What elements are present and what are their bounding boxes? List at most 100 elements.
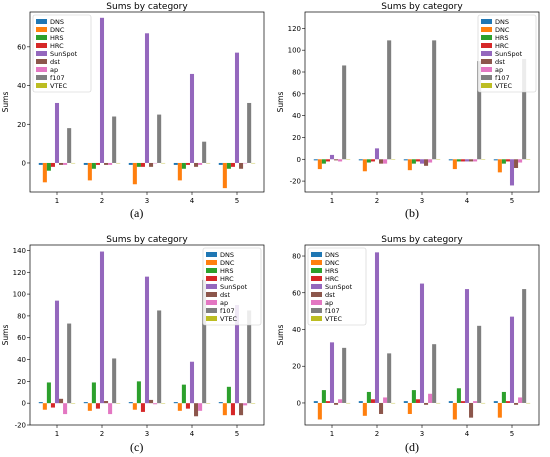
bar-HRS-3 <box>411 159 416 164</box>
bar-HRC-5 <box>505 401 510 403</box>
legend-swatch-HRS <box>311 268 322 273</box>
bar-DNC-4 <box>452 159 457 170</box>
bar-SunSpot-3 <box>144 276 150 404</box>
legend-label-HRS: HRS <box>220 267 234 275</box>
bar-HRC-4 <box>460 159 465 162</box>
bar-HRC-1 <box>50 162 55 167</box>
legend-swatch-f107 <box>36 75 47 80</box>
legend-label-SunSpot: SunSpot <box>50 50 78 58</box>
legend-swatch-SunSpot <box>481 51 492 56</box>
legend-swatch-DNS <box>36 19 47 24</box>
bar-SunSpot-4 <box>464 159 470 162</box>
bar-f107-2 <box>112 358 117 404</box>
y-tick-label: -20 <box>15 422 26 430</box>
bar-HRC-1 <box>50 403 55 408</box>
bar-DNC-3 <box>132 403 137 410</box>
bar-DNS-4 <box>448 159 453 161</box>
bar-HRC-4 <box>460 401 465 403</box>
legend-label-HRC: HRC <box>50 42 64 50</box>
bar-DNC-2 <box>362 159 367 172</box>
bar-DNC-5 <box>222 162 227 189</box>
x-tick-label: 5 <box>510 197 514 205</box>
bar-f107-2 <box>112 116 117 163</box>
x-tick-label: 4 <box>190 430 195 438</box>
y-axis-label: Sums <box>276 325 285 346</box>
legend-swatch-dst <box>481 59 492 64</box>
bar-HRS-1 <box>321 159 326 164</box>
bar-DNS-5 <box>218 162 223 165</box>
bar-f107-1 <box>67 323 72 404</box>
x-tick-label: 2 <box>375 430 379 438</box>
x-tick-label: 2 <box>100 430 104 438</box>
bar-f107-2 <box>387 40 392 160</box>
bar-f107-5 <box>247 310 252 404</box>
bar-SunSpot-3 <box>419 283 425 403</box>
bar-dst-5 <box>514 159 519 168</box>
bar-ap-5 <box>518 159 523 163</box>
bar-DNS-4 <box>173 402 178 404</box>
bar-dst-3 <box>424 159 429 166</box>
bar-dst-4 <box>194 162 199 167</box>
legend-swatch-SunSpot <box>206 284 217 289</box>
bar-DNS-2 <box>358 401 363 403</box>
bar-SunSpot-3 <box>419 159 425 164</box>
legend-label-dst: dst <box>220 291 231 299</box>
bar-HRC-2 <box>95 162 100 165</box>
y-tick-label: 40 <box>292 326 301 334</box>
legend-swatch-f107 <box>206 308 217 313</box>
legend-swatch-HRC <box>311 276 322 281</box>
legend-box <box>32 14 92 93</box>
bar-SunSpot-4 <box>189 73 195 163</box>
bar-f107-3 <box>157 114 162 163</box>
bar-HRC-4 <box>185 162 190 165</box>
bar-HRS-1 <box>46 382 51 404</box>
bar-f107-4 <box>202 279 207 404</box>
bar-ap-3 <box>428 393 433 403</box>
plot-frame <box>304 11 540 193</box>
bar-ap-5 <box>518 397 523 403</box>
legend-label-SunSpot: SunSpot <box>220 283 248 291</box>
bar-DNS-2 <box>83 162 88 165</box>
x-tick-label: 5 <box>510 430 514 438</box>
bar-DNS-1 <box>313 401 318 403</box>
bar-SunSpot-1 <box>54 102 60 163</box>
bar-DNS-1 <box>38 402 43 404</box>
legend-label-VTEC: VTEC <box>325 315 343 323</box>
bar-dst-5 <box>514 402 519 405</box>
legend-swatch-DNC <box>206 260 217 265</box>
legend-swatch-HRS <box>206 268 217 273</box>
legend-label-dst: dst <box>50 58 61 66</box>
bar-ap-2 <box>108 162 113 165</box>
bar-dst-4 <box>469 402 474 418</box>
bar-SunSpot-5 <box>234 305 240 404</box>
bar-dst-2 <box>104 401 109 404</box>
legend-swatch-VTEC <box>481 83 492 88</box>
legend-swatch-HRC <box>206 276 217 281</box>
legend-swatch-DNC <box>311 260 322 265</box>
bar-f107-5 <box>522 58 527 160</box>
y-tick-label: 60 <box>17 334 26 342</box>
bar-SunSpot-4 <box>464 289 470 403</box>
bar-HRS-3 <box>136 162 141 167</box>
bar-DNS-2 <box>358 159 363 161</box>
y-axis-label: Sums <box>276 92 285 113</box>
legend-label-HRS: HRS <box>50 34 64 42</box>
legend-label-f107: f107 <box>220 307 235 315</box>
legend-label-ap: ap <box>495 66 503 74</box>
legend-swatch-VTEC <box>36 83 47 88</box>
bar-DNC-3 <box>407 159 412 171</box>
bar-ap-4 <box>473 401 478 403</box>
chart-title: Sums by category <box>381 2 463 12</box>
bar-HRS-4 <box>456 388 461 403</box>
legend-box <box>202 247 262 326</box>
bar-DNS-5 <box>218 402 223 404</box>
legend-label-HRS: HRS <box>325 267 339 275</box>
bar-HRC-2 <box>370 399 375 403</box>
legend-label-SunSpot: SunSpot <box>495 50 523 58</box>
legend-swatch-dst <box>206 292 217 297</box>
bar-HRC-3 <box>140 403 145 412</box>
chart-title: Sums by category <box>106 235 188 245</box>
bar-HRC-2 <box>370 159 375 162</box>
